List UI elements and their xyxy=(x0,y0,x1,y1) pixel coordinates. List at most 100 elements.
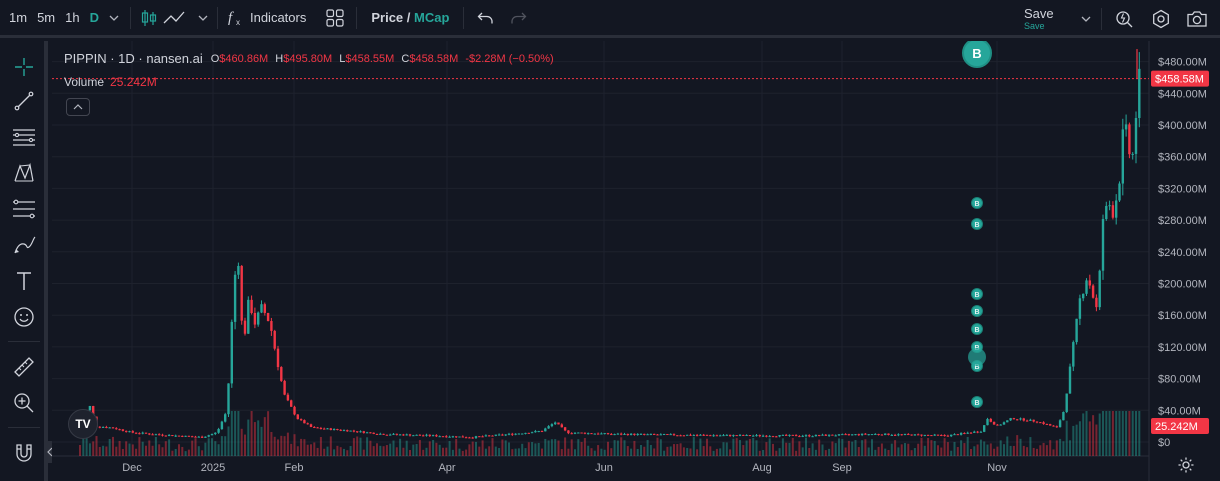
redo-icon[interactable] xyxy=(502,4,534,32)
save-button[interactable]: Save Save xyxy=(1024,4,1096,34)
candle-body xyxy=(801,435,804,437)
volume-bar xyxy=(557,440,560,456)
interval-5m[interactable]: 5m xyxy=(37,10,56,25)
legend-collapse-button[interactable] xyxy=(66,98,90,116)
candle-body xyxy=(488,435,491,437)
emoji-icon[interactable] xyxy=(10,303,38,331)
chart-canvas[interactable]: $480.00M $440.00M $400.00M $360.00M $320.00M… xyxy=(52,41,1220,481)
volume-bar xyxy=(765,442,768,456)
candle-body xyxy=(1082,293,1085,299)
volume-bar xyxy=(940,447,943,456)
candle-body xyxy=(138,433,141,435)
zoom-in-icon[interactable] xyxy=(10,389,38,417)
candle-body xyxy=(171,435,174,437)
volume-bar xyxy=(679,443,682,456)
volume-bar xyxy=(923,445,926,456)
candle-body xyxy=(464,437,468,439)
chart-settings-gear-icon[interactable] xyxy=(1176,455,1196,475)
camera-icon[interactable] xyxy=(1183,5,1211,33)
pattern-tool-icon[interactable] xyxy=(10,159,38,187)
volume-bar xyxy=(775,450,778,456)
volume-bar xyxy=(280,435,283,456)
candle-body xyxy=(821,434,824,436)
volume-bar xyxy=(630,448,633,456)
horizontal-lines-icon[interactable] xyxy=(10,123,38,151)
candle-body xyxy=(732,435,735,437)
candle-body xyxy=(725,434,728,436)
candle-body xyxy=(983,425,986,432)
candle-body xyxy=(319,428,323,430)
drawing-toolbar xyxy=(0,41,48,481)
candle-body xyxy=(814,434,818,437)
settings-hexagon-icon[interactable] xyxy=(1147,5,1175,33)
text-tool-icon[interactable] xyxy=(10,267,38,295)
quick-search-icon[interactable] xyxy=(1110,5,1138,33)
candle-body xyxy=(877,433,880,435)
candle-body xyxy=(752,435,755,437)
magnet-icon[interactable] xyxy=(10,439,38,467)
candle-body xyxy=(1025,420,1029,422)
interval-1h[interactable]: 1h xyxy=(65,10,80,25)
candle-body xyxy=(148,433,151,435)
buy-marker xyxy=(971,288,983,300)
candle-body xyxy=(276,348,280,368)
candle-body xyxy=(999,424,1002,426)
candle-body xyxy=(346,430,349,432)
ruler-icon[interactable] xyxy=(10,353,38,381)
interval-d[interactable]: D xyxy=(89,10,99,25)
brush-icon[interactable] xyxy=(10,231,38,259)
candle-body xyxy=(237,265,240,275)
candle-body xyxy=(1131,153,1134,155)
candle-body xyxy=(798,436,801,438)
layout-grid-icon[interactable] xyxy=(320,4,350,32)
volume-bar xyxy=(524,448,527,456)
candle-body xyxy=(603,433,606,435)
candle-body xyxy=(950,434,953,437)
volume-bar xyxy=(715,448,718,456)
candle-body xyxy=(207,435,210,437)
volume-bar xyxy=(148,440,151,456)
tradingview-logo[interactable]: TV xyxy=(68,409,98,439)
volume-bar xyxy=(79,444,81,456)
volume-bar xyxy=(795,450,798,456)
y-tick-label: $160.00M xyxy=(1158,310,1207,322)
volume-bar xyxy=(171,450,174,456)
candle-body xyxy=(438,436,441,438)
crosshair-icon[interactable] xyxy=(10,53,38,81)
interval-dropdown-chevron-icon[interactable] xyxy=(104,4,124,32)
save-chevron-icon[interactable] xyxy=(1078,5,1094,33)
trend-line-icon[interactable] xyxy=(10,87,38,115)
volume-bar xyxy=(778,448,781,456)
volume-bar xyxy=(593,450,596,456)
volume-bar xyxy=(531,442,534,456)
interval-1m[interactable]: 1m xyxy=(9,10,28,25)
fib-tool-icon[interactable] xyxy=(10,195,38,223)
price-mcap-toggle[interactable]: Price / MCap xyxy=(363,4,457,32)
volume-bar xyxy=(583,438,586,456)
y-tick-label: $0 xyxy=(1158,437,1170,449)
candle-body xyxy=(897,434,900,436)
candle-body xyxy=(316,427,319,429)
chart-type-chevron-icon[interactable] xyxy=(195,4,211,32)
volume-bar xyxy=(1045,445,1048,456)
y-tick-label: $240.00M xyxy=(1158,247,1207,259)
candle-body xyxy=(1091,285,1095,298)
volume-bar xyxy=(1029,437,1032,456)
candle-body xyxy=(1118,183,1121,201)
undo-icon[interactable] xyxy=(470,4,502,32)
candles-icon[interactable] xyxy=(137,4,161,32)
line-chart-icon[interactable] xyxy=(161,4,195,32)
volume-bar xyxy=(541,448,543,456)
chart-area[interactable]: $480.00M $440.00M $400.00M $360.00M $320.00M… xyxy=(52,41,1220,481)
volume-bar xyxy=(511,449,514,456)
indicators-button[interactable]: Indicators xyxy=(249,10,307,25)
volume-bar xyxy=(214,441,217,456)
candle-body xyxy=(735,435,738,437)
volume-bar xyxy=(306,444,309,456)
candle-body xyxy=(692,435,695,437)
volume-bar xyxy=(755,440,758,456)
candle-body xyxy=(257,312,260,325)
candle-body xyxy=(936,434,940,436)
volume-bar xyxy=(352,438,355,456)
